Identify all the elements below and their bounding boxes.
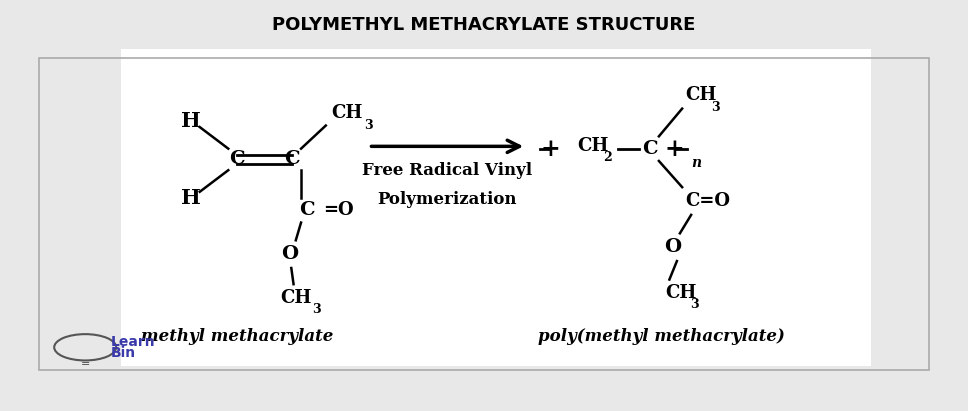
Text: +: + xyxy=(540,136,560,161)
Text: CH: CH xyxy=(577,136,609,155)
Text: 3: 3 xyxy=(711,101,719,113)
Text: Bin: Bin xyxy=(110,346,136,360)
Text: C: C xyxy=(285,150,300,169)
Text: =O: =O xyxy=(323,201,354,219)
Text: ≡: ≡ xyxy=(80,358,90,367)
Text: C: C xyxy=(299,201,315,219)
Text: methyl methacrylate: methyl methacrylate xyxy=(141,328,333,345)
Text: 3: 3 xyxy=(313,303,321,316)
Text: H: H xyxy=(181,111,200,131)
Text: CH: CH xyxy=(665,284,696,302)
Text: Learn: Learn xyxy=(110,335,155,349)
Text: +: + xyxy=(665,136,684,161)
Text: 3: 3 xyxy=(690,298,699,312)
Text: 3: 3 xyxy=(364,119,373,132)
Text: Free Radical Vinyl: Free Radical Vinyl xyxy=(362,162,532,179)
Text: O: O xyxy=(282,245,298,263)
Text: n: n xyxy=(691,155,701,169)
Text: CH: CH xyxy=(280,289,312,307)
FancyBboxPatch shape xyxy=(121,49,871,366)
Text: C=O: C=O xyxy=(685,192,730,210)
Text: O: O xyxy=(664,238,681,256)
Text: C: C xyxy=(642,140,657,158)
Text: POLYMETHYL METHACRYLATE STRUCTURE: POLYMETHYL METHACRYLATE STRUCTURE xyxy=(272,16,696,35)
Text: CH: CH xyxy=(331,104,362,122)
Text: Polymerization: Polymerization xyxy=(378,191,517,208)
Text: CH: CH xyxy=(685,86,716,104)
Text: poly(methyl methacrylate): poly(methyl methacrylate) xyxy=(537,328,785,345)
Text: C: C xyxy=(229,150,245,169)
Text: 2: 2 xyxy=(603,151,612,164)
Text: H: H xyxy=(181,188,200,208)
